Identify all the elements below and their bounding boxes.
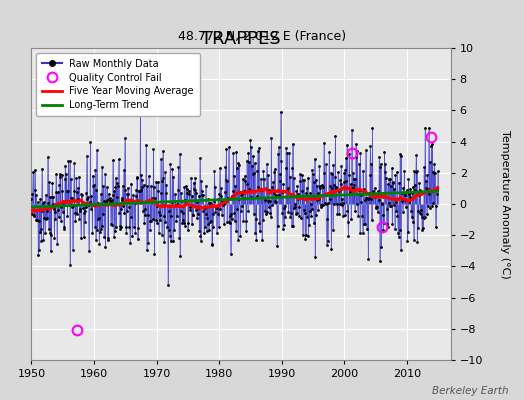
Text: 48.772 N, 2.012 E (France): 48.772 N, 2.012 E (France) (178, 30, 346, 43)
Title: TRAPPES: TRAPPES (201, 30, 281, 48)
Text: Berkeley Earth: Berkeley Earth (432, 386, 508, 396)
Legend: Raw Monthly Data, Quality Control Fail, Five Year Moving Average, Long-Term Tren: Raw Monthly Data, Quality Control Fail, … (36, 53, 200, 116)
Y-axis label: Temperature Anomaly (°C): Temperature Anomaly (°C) (500, 130, 510, 278)
